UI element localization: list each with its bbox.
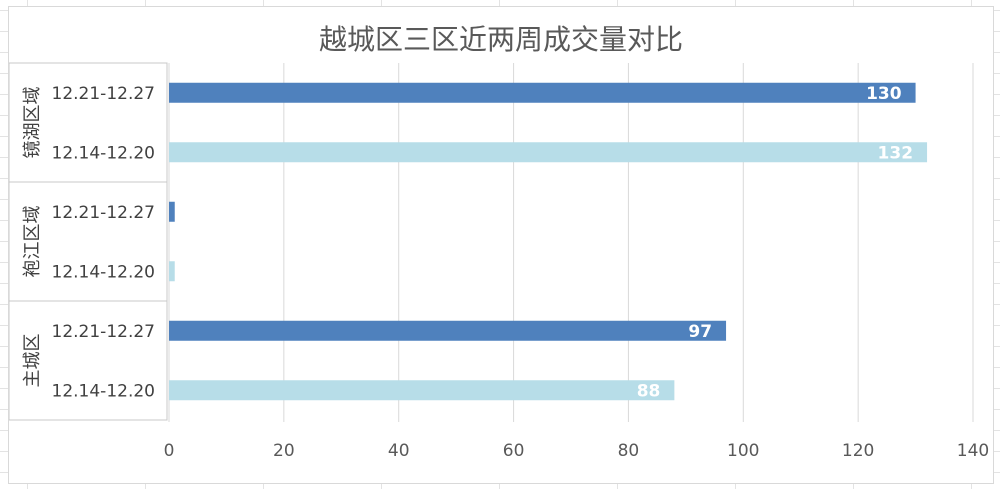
group-label: 主城区 bbox=[22, 334, 43, 388]
category-label: 12.21-12.27 bbox=[52, 84, 155, 104]
x-tick-label: 140 bbox=[957, 441, 989, 461]
bar-previous bbox=[169, 380, 675, 401]
category-label: 12.21-12.27 bbox=[52, 203, 155, 223]
x-tick-label: 120 bbox=[842, 441, 874, 461]
x-tick-label: 0 bbox=[164, 441, 175, 461]
chart-area[interactable]: 越城区三区近两周成交量对比 镜湖区域袍江区域主城区 130 132 97 88 12.… bbox=[8, 6, 994, 484]
bars: 130 132 97 88 bbox=[169, 82, 928, 401]
group-box bbox=[9, 300, 168, 421]
category-labels: 12.21-12.27 12.14-12.20 12.21-12.27 12.14-1… bbox=[52, 84, 155, 402]
data-label: 130 bbox=[866, 84, 902, 104]
category-label: 12.14-12.20 bbox=[52, 381, 155, 401]
x-tick-label: 100 bbox=[727, 441, 759, 461]
data-label: 132 bbox=[878, 143, 914, 163]
category-label: 12.14-12.20 bbox=[52, 143, 155, 163]
group-label: 袍江区域 bbox=[22, 206, 43, 278]
data-label: 88 bbox=[637, 381, 661, 401]
x-tick-label: 20 bbox=[273, 441, 295, 461]
chart-title: 越城区三区近两周成交量对比 bbox=[319, 23, 683, 56]
data-label: 97 bbox=[688, 322, 712, 342]
category-label: 12.14-12.20 bbox=[52, 262, 155, 282]
bar-current bbox=[169, 320, 727, 341]
x-axis-ticks: 0 20 40 60 80 100 120 140 bbox=[164, 441, 990, 461]
x-tick-label: 40 bbox=[388, 441, 410, 461]
bar-current bbox=[169, 201, 175, 222]
bar-previous bbox=[169, 142, 928, 163]
group-label: 镜湖区域 bbox=[22, 87, 43, 159]
category-label: 12.21-12.27 bbox=[52, 322, 155, 342]
gridlines bbox=[168, 63, 974, 422]
bar-previous bbox=[169, 261, 175, 282]
x-tick-label: 80 bbox=[618, 441, 640, 461]
bar-current bbox=[169, 82, 916, 103]
x-tick-label: 60 bbox=[503, 441, 525, 461]
